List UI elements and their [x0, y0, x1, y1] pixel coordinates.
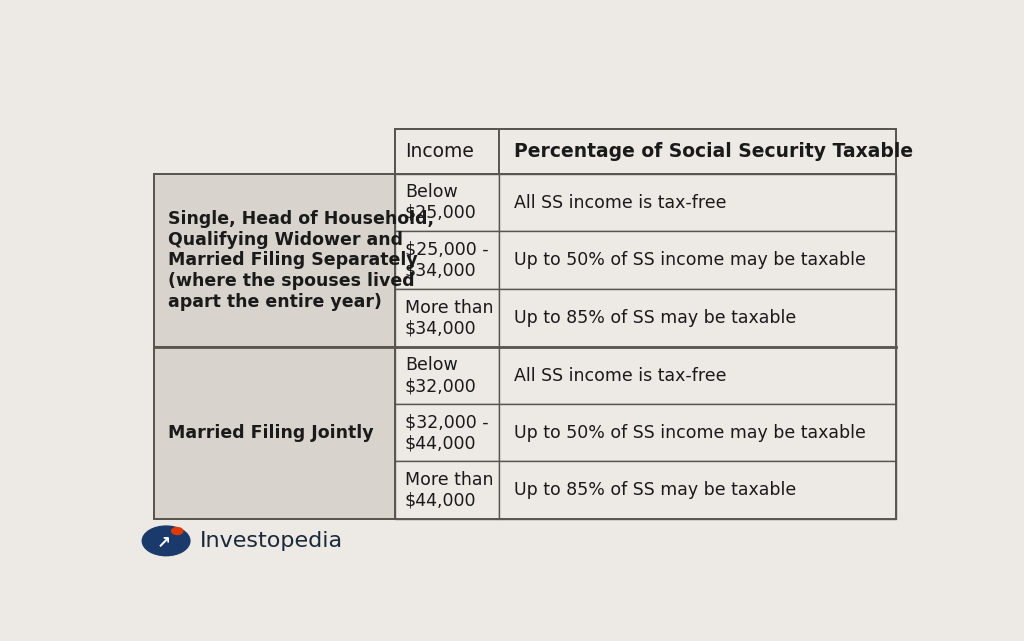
Bar [500, 462, 896, 519]
Circle shape [142, 526, 189, 556]
Bar [155, 347, 395, 519]
Text: Investopedia: Investopedia [200, 531, 343, 551]
Bar [395, 404, 500, 462]
Bar [500, 129, 896, 174]
Text: $32,000 -
$44,000: $32,000 - $44,000 [404, 413, 488, 453]
Circle shape [172, 528, 182, 535]
Bar [500, 174, 896, 231]
Text: Income: Income [404, 142, 474, 161]
Bar [500, 289, 896, 347]
Text: Below
$32,000: Below $32,000 [404, 356, 476, 395]
Bar [395, 462, 500, 519]
Bar [395, 347, 500, 404]
Text: Up to 85% of SS may be taxable: Up to 85% of SS may be taxable [513, 481, 796, 499]
Text: Percentage of Social Security Taxable: Percentage of Social Security Taxable [513, 142, 912, 161]
Bar [155, 174, 896, 519]
Text: Up to 85% of SS may be taxable: Up to 85% of SS may be taxable [513, 309, 796, 327]
Text: $25,000 -
$34,000: $25,000 - $34,000 [404, 241, 488, 279]
Text: Married Filing Jointly: Married Filing Jointly [169, 424, 374, 442]
Text: Below
$25,000: Below $25,000 [404, 183, 476, 222]
Text: ↗: ↗ [157, 534, 171, 552]
Text: More than
$44,000: More than $44,000 [404, 470, 494, 510]
Text: Up to 50% of SS income may be taxable: Up to 50% of SS income may be taxable [513, 251, 865, 269]
Text: More than
$34,000: More than $34,000 [404, 299, 494, 338]
Bar [395, 129, 500, 174]
Bar [395, 174, 500, 231]
Text: Single, Head of Household,
Qualifying Widower and
Married Filing Separately
(whe: Single, Head of Household, Qualifying Wi… [169, 210, 434, 311]
Text: All SS income is tax-free: All SS income is tax-free [513, 194, 726, 212]
Bar [500, 404, 896, 462]
Bar [500, 231, 896, 289]
Bar [395, 129, 896, 174]
Bar [155, 174, 395, 347]
Bar [395, 289, 500, 347]
Text: All SS income is tax-free: All SS income is tax-free [513, 367, 726, 385]
Bar [500, 347, 896, 404]
Text: Up to 50% of SS income may be taxable: Up to 50% of SS income may be taxable [513, 424, 865, 442]
Bar [395, 231, 500, 289]
